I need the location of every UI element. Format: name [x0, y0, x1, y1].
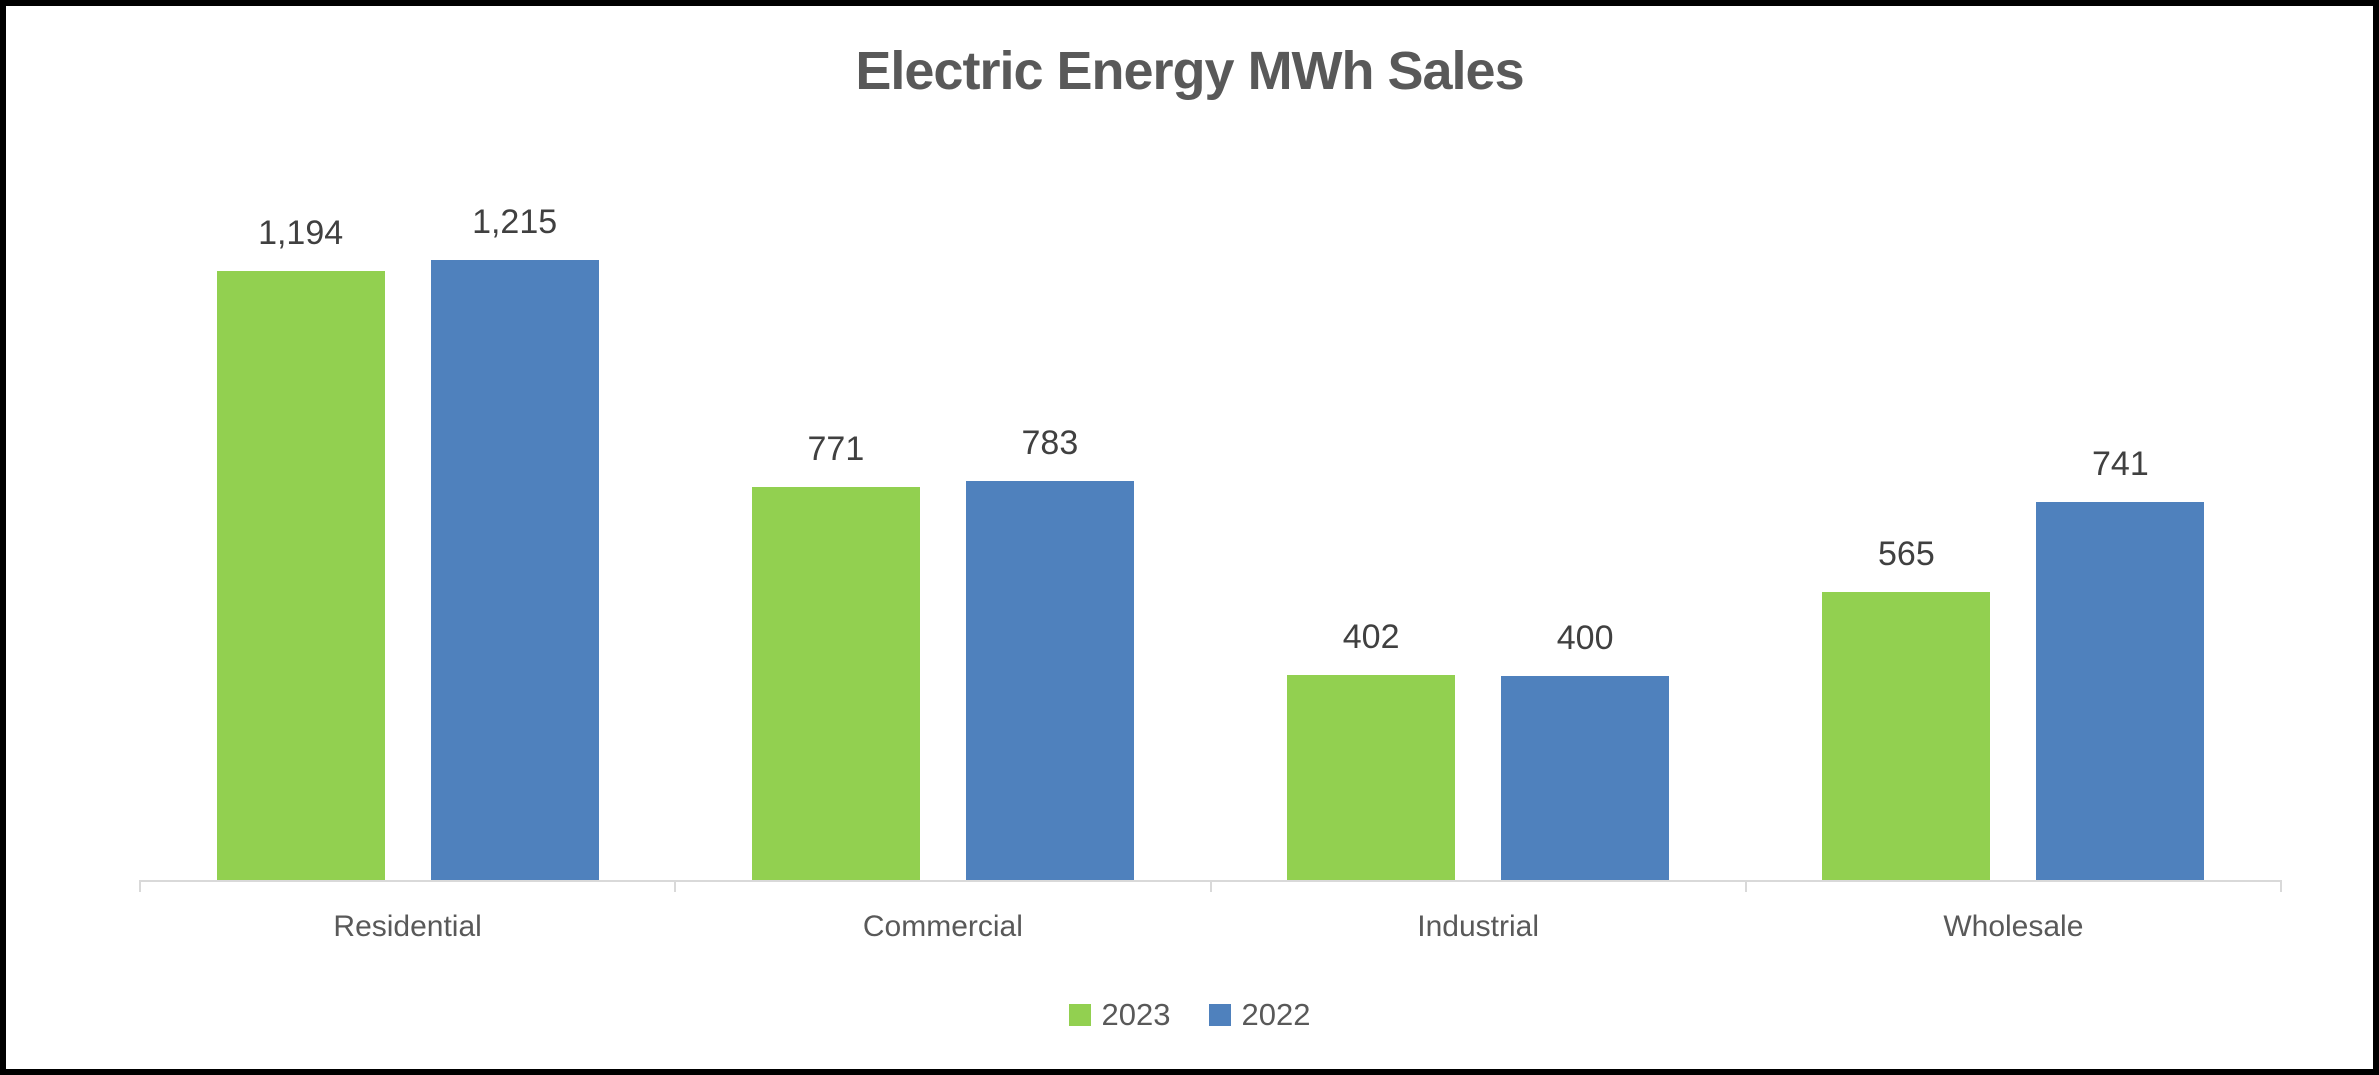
- plot-area: 1,194 1,215 Residential 771 783 Commercial 402…: [6, 6, 2373, 1069]
- data-label-2023-wholesale: 565: [1878, 535, 1935, 573]
- x-axis-label-residential: Residential: [333, 910, 482, 943]
- data-label-2023-residential: 1,194: [258, 214, 344, 252]
- bar-2022-industrial: [1501, 676, 1670, 880]
- bar-2023-residential: [216, 271, 385, 880]
- x-axis-tick: [674, 880, 677, 892]
- chart-title: Electric Energy MWh Sales: [855, 41, 1524, 101]
- legend-swatch-icon: [1068, 1004, 1091, 1026]
- x-axis-label-industrial: Industrial: [1417, 910, 1539, 943]
- data-label-2023-industrial: 402: [1342, 618, 1400, 656]
- legend: 2023 2022: [6, 997, 2373, 1033]
- x-axis-tick: [1209, 880, 1212, 892]
- legend-label-2022: 2022: [1241, 997, 1311, 1032]
- data-label-2022-industrial: 400: [1556, 619, 1614, 657]
- bar-2022-residential: [430, 260, 599, 880]
- bar-2023-wholesale: [1822, 592, 1991, 880]
- data-label-2022-wholesale: 741: [2092, 445, 2149, 483]
- bar-2023-industrial: [1287, 675, 1456, 880]
- bar-2022-wholesale: [2036, 502, 2205, 880]
- data-label-2022-commercial: 783: [1021, 424, 1079, 462]
- x-axis-label-wholesale: Wholesale: [1943, 910, 2084, 943]
- legend-item-2023: 2023: [1068, 997, 1171, 1033]
- data-label-2022-residential: 1,215: [472, 203, 558, 241]
- x-axis-tick: [139, 880, 141, 892]
- legend-swatch-icon: [1208, 1004, 1231, 1026]
- bar-2022-commercial: [965, 481, 1134, 880]
- x-axis-tick: [1744, 880, 1747, 892]
- legend-label-2023: 2023: [1101, 997, 1171, 1032]
- legend-item-2022: 2022: [1208, 997, 1311, 1033]
- x-axis-label-commercial: Commercial: [862, 910, 1023, 943]
- data-label-2023-commercial: 771: [807, 430, 865, 468]
- x-axis-tick: [2280, 880, 2282, 892]
- bar-2023-commercial: [751, 487, 920, 880]
